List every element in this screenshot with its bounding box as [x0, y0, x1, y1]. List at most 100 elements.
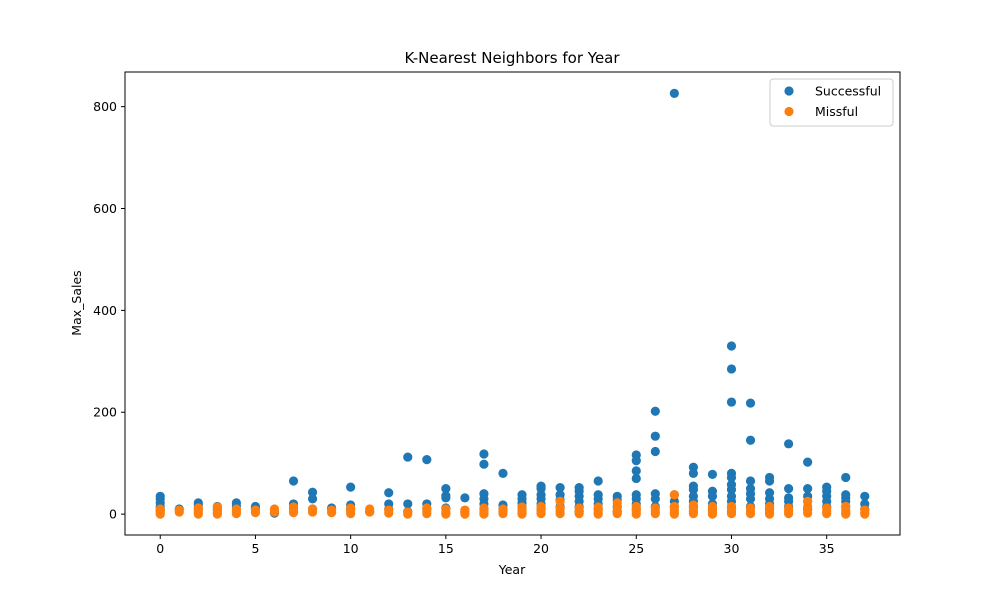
- missful-point-61: [555, 496, 565, 506]
- missful-point-106: [764, 509, 775, 519]
- successful-point-149: [841, 472, 851, 483]
- successful-point-24: [346, 482, 356, 492]
- successful-point-111: [726, 341, 737, 351]
- successful-point-123: [745, 476, 756, 486]
- missful-point-30: [346, 509, 356, 519]
- successful-point-62: [555, 483, 565, 493]
- missful-point-60: [536, 509, 546, 519]
- missful-point-99: [726, 509, 737, 519]
- missful-point-39: [422, 509, 432, 519]
- missful-point-16: [231, 509, 241, 519]
- x-tick-label-6: 30: [724, 541, 740, 556]
- successful-point-89: [650, 406, 660, 416]
- missful-point-71: [593, 509, 603, 519]
- missful-point-102: [745, 509, 756, 519]
- successful-point-91: [650, 446, 660, 457]
- successful-point-84: [631, 473, 641, 484]
- legend-marker-1: [784, 106, 794, 117]
- x-tick-label-4: 20: [533, 541, 549, 556]
- missful-point-120: [841, 509, 851, 519]
- successful-point-134: [784, 439, 794, 449]
- successful-point-106: [707, 469, 718, 479]
- plot-frame: [124, 71, 901, 536]
- x-axis-label: Year: [498, 562, 526, 577]
- successful-point-49: [498, 468, 508, 478]
- missful-point-32: [365, 507, 375, 517]
- missful-point-67: [574, 509, 584, 519]
- successful-point-28: [384, 488, 394, 498]
- successful-point-72: [593, 476, 603, 486]
- missful-point-27: [327, 507, 337, 518]
- x-tick-label-7: 35: [819, 541, 835, 556]
- missful-point-42: [441, 509, 451, 519]
- successful-point-41: [460, 493, 470, 503]
- missful-point-56: [517, 509, 527, 519]
- y-axis-label: Max_Sales: [69, 270, 84, 335]
- successful-point-82: [631, 456, 641, 466]
- legend-label-1: Missful: [815, 104, 858, 119]
- successful-point-108: [707, 491, 718, 501]
- successful-point-34: [422, 455, 432, 465]
- successful-point-129: [764, 476, 775, 486]
- x-tick-label-2: 10: [343, 541, 359, 556]
- successful-point-43: [479, 449, 489, 459]
- missful-point-113: [803, 508, 813, 518]
- successful-point-20: [307, 487, 318, 497]
- x-tick-label-1: 5: [251, 541, 259, 556]
- missful-point-5: [174, 507, 184, 517]
- legend: Successful Missful: [769, 78, 894, 127]
- x-tick-label-3: 15: [438, 541, 454, 556]
- missful-point-79: [631, 509, 641, 519]
- successful-point-100: [688, 468, 699, 478]
- y-tick-label-2: 400: [93, 303, 117, 318]
- successful-point-140: [803, 484, 813, 494]
- missful-point-9: [193, 509, 203, 519]
- successful-point-31: [403, 452, 413, 462]
- successful-point-93: [650, 494, 660, 504]
- successful-point-139: [803, 457, 813, 467]
- successful-point-102: [688, 485, 699, 495]
- missful-point-34: [384, 508, 394, 518]
- missful-point-49: [479, 509, 489, 519]
- y-tick-label-3: 600: [93, 201, 117, 216]
- successful-point-32: [403, 499, 413, 509]
- missful-point-18: [250, 507, 261, 518]
- x-tick-label-5: 25: [628, 541, 644, 556]
- successful-point-44: [479, 459, 489, 469]
- successful-point-154: [860, 491, 870, 501]
- successful-point-112: [726, 364, 737, 374]
- missful-point-3: [155, 509, 165, 519]
- missful-point-23: [288, 507, 299, 518]
- successful-point-17: [288, 476, 299, 486]
- successful-point-135: [784, 484, 794, 494]
- missful-point-36: [403, 509, 413, 519]
- successful-point-122: [745, 435, 756, 445]
- chart-title: K-Nearest Neighbors for Year: [404, 49, 620, 67]
- legend-label-0: Successful: [815, 84, 881, 99]
- missful-point-64: [555, 509, 565, 519]
- missful-point-20: [269, 507, 280, 517]
- missful-point-123: [860, 509, 870, 519]
- successful-point-113: [726, 397, 737, 407]
- y-axis: 0 200 400 600 800: [93, 99, 125, 522]
- successful-point-90: [650, 431, 660, 441]
- successful-point-95: [669, 88, 679, 98]
- missful-point-82: [650, 509, 660, 519]
- legend-marker-0: [784, 86, 794, 96]
- missful-point-52: [498, 509, 508, 519]
- missful-point-87: [669, 509, 679, 519]
- y-tick-label-0: 0: [109, 507, 117, 522]
- x-tick-label-0: 0: [156, 541, 164, 556]
- missful-point-91: [688, 509, 699, 519]
- successful-point-37: [441, 484, 451, 494]
- x-axis: 0 5 10 15 20 25 30 35: [156, 535, 835, 556]
- missful-point-95: [707, 509, 718, 519]
- successful-point-126: [745, 494, 756, 504]
- missful-point-25: [307, 507, 318, 517]
- successful-point-117: [726, 485, 737, 495]
- plot-points: [155, 88, 870, 519]
- successful-point-21: [307, 494, 318, 504]
- missful-point-75: [612, 509, 622, 519]
- successful-point-39: [441, 493, 451, 503]
